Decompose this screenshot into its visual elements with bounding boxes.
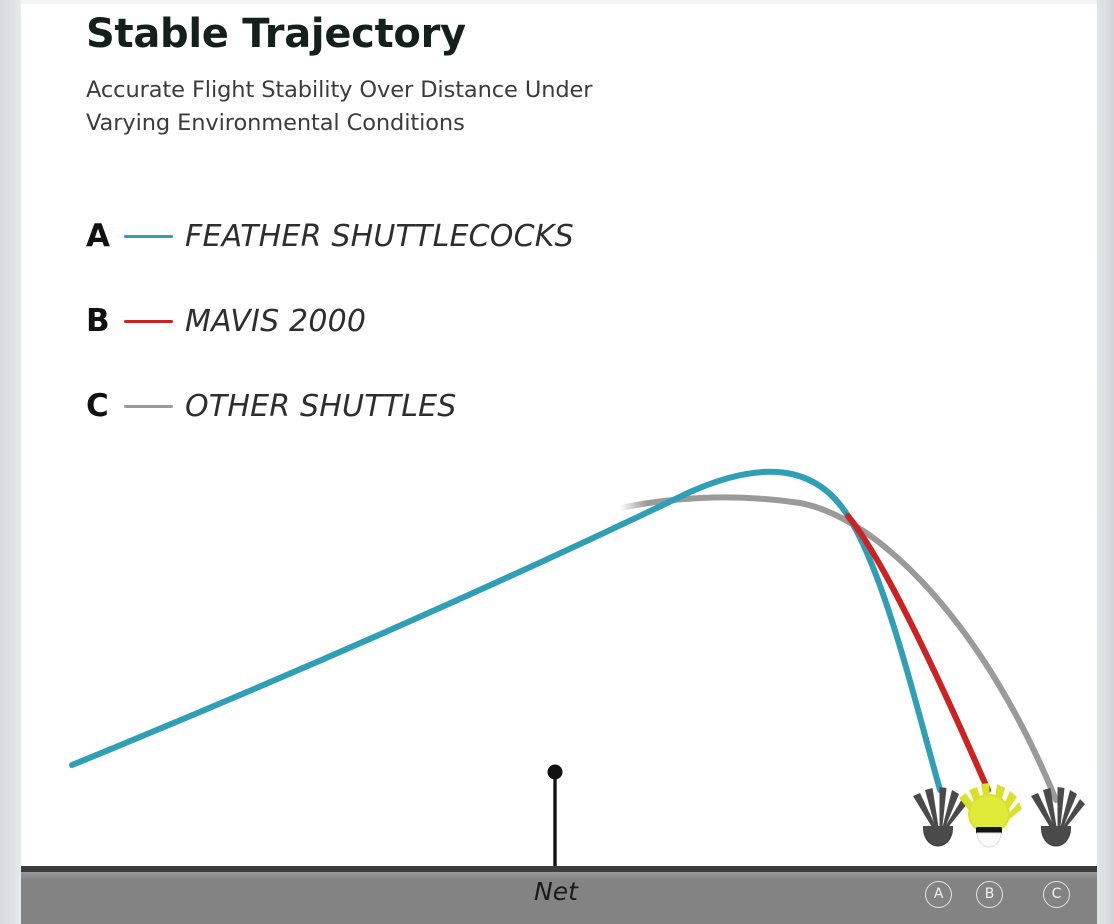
legend-key-a: A: [86, 218, 110, 254]
ground-top-edge: [21, 866, 1097, 872]
badge-a[interactable]: A: [925, 881, 952, 908]
page-subtitle: Accurate Flight Stability Over Distance …: [86, 74, 726, 140]
legend-label-a: FEATHER SHUTTLECOCKS: [185, 219, 574, 254]
legend-label-c: OTHER SHUTTLES: [185, 389, 457, 424]
ground-sheen: [21, 872, 1097, 879]
legend-swatch-c: [124, 405, 173, 408]
subtitle-line-1: Accurate Flight Stability Over Distance …: [86, 77, 593, 103]
badge-b[interactable]: B: [976, 881, 1003, 908]
net-label: Net: [534, 877, 578, 906]
legend-item-b[interactable]: B MAVIS 2000: [86, 301, 726, 386]
page-title: Stable Trajectory: [86, 11, 466, 57]
legend-key-c: C: [86, 388, 109, 424]
legend-swatch-a: [124, 235, 173, 238]
right-margin-strip: [1097, 0, 1114, 924]
legend-key-b: B: [86, 303, 110, 339]
left-margin-strip: [0, 0, 21, 924]
page-top-rule: [21, 0, 1097, 4]
legend-swatch-b: [124, 320, 173, 323]
legend-item-c[interactable]: C OTHER SHUTTLES: [86, 386, 726, 471]
legend: A FEATHER SHUTTLECOCKS B MAVIS 2000 C OT…: [86, 216, 726, 471]
legend-label-b: MAVIS 2000: [185, 304, 367, 339]
badge-c[interactable]: C: [1043, 881, 1070, 908]
subtitle-line-2: Varying Environmental Conditions: [86, 110, 465, 136]
legend-item-a[interactable]: A FEATHER SHUTTLECOCKS: [86, 216, 726, 301]
